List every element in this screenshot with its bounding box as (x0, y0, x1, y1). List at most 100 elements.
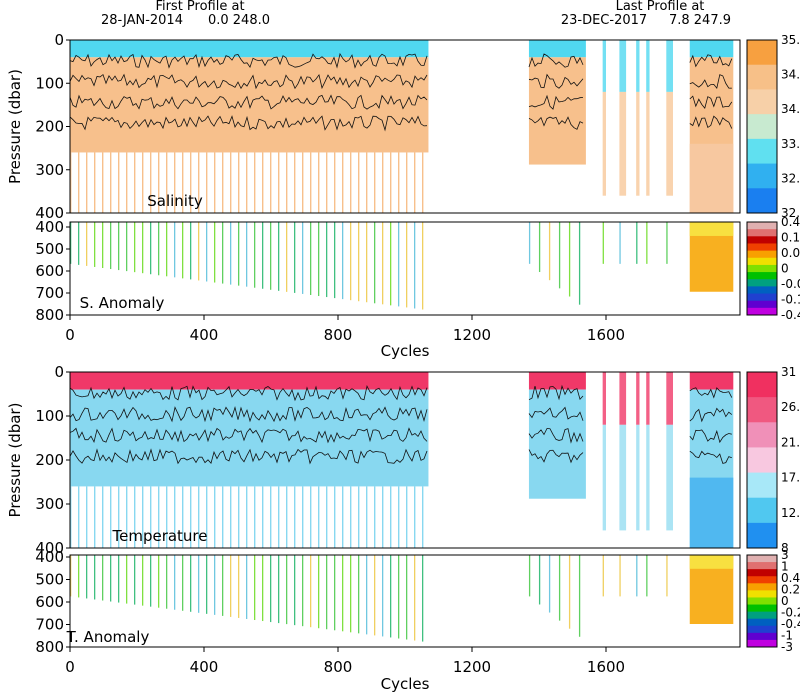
profile-stripe (150, 486, 152, 548)
anomaly-stripe (206, 555, 208, 614)
anomaly-stripe (190, 222, 192, 280)
anomaly-stripe (636, 222, 638, 264)
profile-column (646, 424, 650, 531)
profile-stripe (374, 152, 376, 213)
anomaly-stripe (398, 555, 400, 639)
colorbar-segment (747, 222, 777, 230)
profile-stripe (390, 152, 392, 213)
panel-label: S. Anomaly (80, 294, 165, 312)
profile-stripe (86, 486, 88, 548)
anomaly-stripe (230, 222, 232, 285)
x-axis-label: Cycles (381, 675, 430, 693)
salinity-anomaly-panel: 400 500 600 700 800 S. Anomaly 0 400 800 1200 1600… (35, 215, 800, 360)
anomaly-stripe (538, 222, 541, 273)
profile-stripe (118, 152, 120, 213)
profile-stripe (286, 486, 288, 548)
anomaly-stripe (134, 222, 136, 273)
profile-stripe (302, 486, 304, 548)
anomaly-stripe (246, 222, 248, 287)
contour-line (69, 52, 428, 69)
first-profile-date: 28-JAN-2014 (101, 13, 183, 28)
colorbar-tick-label: -1 (781, 629, 793, 643)
profile-stripe (318, 486, 320, 548)
anomaly-stripe (174, 555, 176, 610)
contour-line (69, 427, 428, 444)
anomaly-stripe (270, 222, 272, 290)
x-tick-label: 1600 (587, 326, 625, 344)
profile-stripe (294, 152, 296, 213)
anomaly-stripe (94, 555, 96, 600)
anomaly-stripe (318, 222, 320, 297)
contour-line (689, 450, 732, 464)
last-profile-position: 7.8 247.9 (669, 13, 731, 28)
colorbar-frame (746, 39, 778, 214)
profile-stripe (222, 486, 224, 548)
anomaly-stripe (262, 222, 264, 289)
anomaly-block (689, 555, 734, 569)
profile-stripe (390, 486, 392, 548)
first-profile-label: First Profile at (155, 0, 244, 14)
colorbar-tick-label: -3 (781, 640, 793, 654)
first-profile-position: 0.0 248.0 (208, 13, 270, 28)
colorbar-tick-label: 32.96 (781, 171, 800, 185)
anomaly-stripe (150, 555, 152, 607)
anomaly-stripe (646, 555, 648, 597)
anomaly-stripe (190, 555, 192, 612)
contour-line (69, 94, 428, 110)
contour-line (689, 54, 733, 68)
colorbar-tick-label: 3 (781, 548, 789, 562)
anomaly-stripe (214, 555, 216, 615)
anomaly-stripe (414, 555, 416, 641)
anomaly-stripe (538, 555, 541, 605)
anomaly-stripe (302, 222, 304, 294)
profile-stripe (414, 486, 416, 548)
anomaly-stripe (222, 222, 224, 284)
profile-column (619, 424, 627, 531)
anomaly-stripe (548, 555, 551, 613)
colorbar-tick-label: 0.45 (781, 215, 800, 229)
anomaly-stripe (238, 222, 240, 286)
colorbar-tick-label: 0.15 (781, 231, 800, 245)
profile-stripe (238, 152, 240, 213)
anomaly-stripe (182, 222, 184, 279)
anomaly-stripe (398, 222, 400, 307)
profile-stripe (342, 152, 344, 213)
x-tick-label: 1200 (453, 326, 491, 344)
colorbar-tick-label: -0.45 (781, 308, 800, 322)
contour-line (69, 385, 428, 402)
x-tick-label: 1200 (453, 658, 491, 676)
x-tick-label: 0 (65, 658, 75, 676)
anomaly-stripe (126, 222, 128, 272)
colorbar-segment (747, 604, 777, 613)
profile-stripe (382, 152, 384, 213)
y-tick-label: 800 (35, 638, 64, 656)
colorbar-segment (747, 250, 777, 259)
last-profile-label: Last Profile at (616, 0, 705, 14)
profile-stripe (254, 486, 256, 548)
anomaly-stripe (182, 555, 184, 611)
colorbar-segment (747, 590, 777, 598)
anomaly-stripe (578, 222, 581, 305)
anomaly-stripe (142, 222, 144, 274)
profile-stripe (326, 152, 328, 213)
colorbar-segment (747, 40, 777, 66)
profile-stripe (382, 486, 384, 548)
profile-column (602, 40, 606, 92)
anomaly-stripe (158, 222, 160, 276)
anomaly-stripe (70, 555, 72, 597)
anomaly-stripe (294, 222, 296, 293)
contour-line (689, 115, 733, 129)
profile-column (636, 91, 640, 196)
colorbar-segment (747, 447, 777, 474)
contour-line (69, 73, 428, 90)
profile-stripe (366, 486, 368, 548)
colorbar-tick-label: 21.8 (781, 435, 800, 449)
anomaly-block (689, 222, 734, 236)
colorbar-tick-label: 31 (781, 365, 796, 379)
salinity-panel: 0 100 200 300 400 Pressure (dbar) Salinity 35.6… (6, 31, 800, 222)
colorbar-tick-label: 34.94 (781, 68, 800, 82)
profile-stripe (182, 152, 184, 213)
y-tick-label: 400 (35, 548, 64, 566)
anomaly-stripe (382, 222, 384, 305)
